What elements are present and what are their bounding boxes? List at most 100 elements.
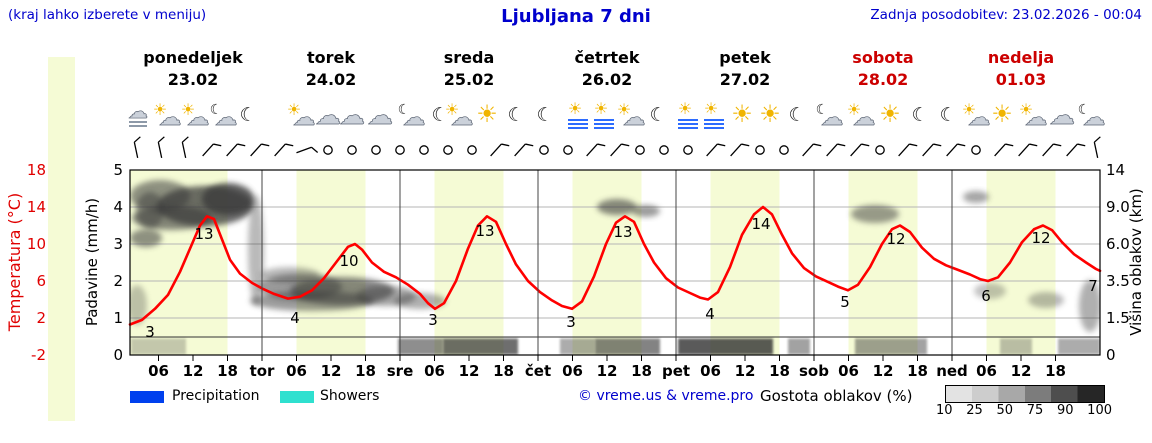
showers-swatch	[280, 391, 314, 403]
x-tick-label: čet	[525, 362, 551, 380]
precip-axis-tick: 5	[113, 161, 123, 179]
daytime-band	[710, 170, 780, 355]
sun-icon: ☀	[731, 100, 753, 128]
cloud-blob	[260, 267, 320, 283]
wind-barb-icon	[730, 143, 750, 157]
day-date-label: 26.02	[582, 70, 633, 89]
temperature-value-label: 5	[840, 293, 850, 311]
sun-icon: ☀	[847, 100, 861, 119]
x-tick-label: 18	[769, 362, 790, 380]
cloud-icon: ☁	[853, 105, 876, 131]
cloud-density-tick: 90	[1056, 403, 1074, 418]
wind-barb-icon	[610, 143, 630, 157]
cloud-blob	[851, 205, 899, 223]
day-name-label: nedelja	[988, 48, 1054, 67]
wind-barb-icon	[250, 143, 270, 157]
day-name-label: sobota	[852, 48, 913, 67]
day-name-label: ponedeljek	[143, 48, 243, 67]
wind-barb-icon	[181, 136, 189, 158]
low-cloud-bar	[1058, 338, 1100, 355]
daytime-band	[986, 170, 1056, 355]
sun-icon: ☀	[568, 99, 582, 118]
cloud-blob	[963, 191, 989, 203]
wind-barb-icon	[226, 143, 246, 157]
wind-barb-icon	[202, 143, 222, 157]
temp-axis-tick: 18	[27, 161, 46, 179]
cloud-density-tick: 25	[966, 403, 983, 418]
x-tick-label: 06	[838, 362, 859, 380]
low-cloud-bar	[678, 338, 773, 355]
daytime-band	[296, 170, 366, 355]
low-cloud-bar	[398, 338, 443, 355]
precip-axis-tick: 4	[113, 198, 123, 216]
x-tick-label: 18	[355, 362, 376, 380]
cloud-icon: ☁	[128, 99, 148, 123]
day-name-label: četrtek	[574, 48, 639, 67]
day-date-label: 24.02	[306, 70, 357, 89]
precipitation-swatch	[130, 391, 164, 403]
sun-icon: ☀	[287, 100, 301, 119]
x-tick-label: 18	[907, 362, 928, 380]
cloud-icon: ☁	[451, 105, 474, 131]
cloud-icon: ☁	[821, 105, 844, 131]
wind-barb-icon	[157, 136, 165, 158]
temperature-value-label: 12	[886, 230, 905, 248]
cloud-height-axis-title: Višina oblakov (km)	[1127, 188, 1145, 336]
wind-barb-icon	[898, 143, 918, 157]
cloud-blob	[202, 183, 254, 215]
moon-icon: ☾	[788, 104, 805, 126]
cloud-icon: ☁	[159, 105, 182, 131]
cloud-density-tick: 75	[1026, 403, 1044, 418]
wind-calm-icon	[875, 145, 885, 155]
wind-calm-icon	[755, 145, 765, 155]
temperature-value-label: 4	[705, 305, 715, 323]
low-cloud-bar	[560, 338, 595, 355]
sun-icon: ☀	[759, 100, 781, 128]
wind-barb-icon	[706, 143, 726, 157]
day-name-label: torek	[307, 48, 355, 67]
wind-barb-icon	[1093, 136, 1101, 158]
cloud-icon: ☁	[403, 105, 426, 131]
cloud-blob	[130, 285, 147, 325]
wind-barb-icon	[586, 143, 606, 157]
temp-axis-tick: 6	[36, 272, 46, 290]
wind-barb-icon	[1018, 143, 1038, 157]
moon-icon: ☾	[1078, 102, 1091, 118]
x-tick-label: 12	[873, 362, 894, 380]
sun-icon: ☀	[594, 99, 608, 118]
cloud-density-gradient-bar	[945, 385, 1105, 403]
temp-axis-tick: 14	[27, 198, 46, 216]
x-tick-label: 18	[1045, 362, 1066, 380]
wind-barb-icon	[1066, 143, 1086, 157]
moon-icon: ☾	[911, 104, 928, 126]
cloud-icon: ☁	[293, 105, 316, 131]
temperature-value-label: 3	[428, 311, 438, 329]
x-tick-label: ned	[936, 362, 968, 380]
cloud-blob	[250, 291, 374, 311]
wind-barb-icon	[850, 143, 870, 157]
wind-calm-icon	[683, 145, 693, 155]
moon-icon: ☾	[649, 104, 666, 126]
x-tick-label: 18	[631, 362, 652, 380]
wind-calm-icon	[779, 145, 789, 155]
wind-calm-icon	[347, 145, 357, 155]
moon-icon: ☾	[507, 104, 524, 126]
credit-link[interactable]: © vreme.us & vreme.pro	[578, 388, 754, 404]
sun-icon: ☀	[181, 100, 195, 119]
day-date-label: 01.03	[996, 70, 1047, 89]
moon-icon: ☾	[939, 104, 956, 126]
wind-barb-icon	[274, 143, 294, 157]
moon-icon: ☾	[210, 102, 223, 118]
cloud-icon: ☁	[187, 105, 210, 131]
temperature-value-label: 12	[1031, 229, 1050, 247]
wind-calm-icon	[323, 145, 333, 155]
wind-barb-icon	[946, 143, 966, 157]
sun-icon: ☀	[445, 100, 459, 119]
precipitation-axis-title: Padavine (mm/h)	[83, 198, 101, 326]
daytime-band	[848, 170, 918, 355]
day-date-label: 28.02	[858, 70, 909, 89]
wind-calm-icon	[419, 145, 429, 155]
cloud-density-tick: 50	[996, 403, 1014, 418]
x-tick-label: 12	[321, 362, 342, 380]
